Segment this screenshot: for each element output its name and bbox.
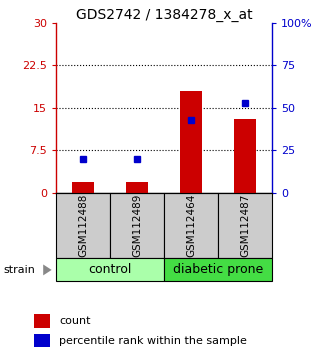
Bar <box>164 193 218 258</box>
Bar <box>180 91 202 193</box>
Text: GSM112464: GSM112464 <box>186 194 196 257</box>
Bar <box>56 258 164 281</box>
Text: GSM112487: GSM112487 <box>240 194 250 257</box>
Text: strain: strain <box>3 265 35 275</box>
Text: count: count <box>60 316 91 326</box>
Bar <box>164 258 272 281</box>
Bar <box>110 193 164 258</box>
Bar <box>34 334 50 347</box>
Text: GSM112488: GSM112488 <box>78 194 88 257</box>
Bar <box>56 193 110 258</box>
Text: percentile rank within the sample: percentile rank within the sample <box>60 336 247 346</box>
Bar <box>126 182 148 193</box>
Bar <box>218 193 272 258</box>
Bar <box>34 314 50 328</box>
Bar <box>72 182 94 193</box>
Text: diabetic prone: diabetic prone <box>173 263 263 276</box>
Polygon shape <box>43 264 52 275</box>
Text: control: control <box>88 263 132 276</box>
Title: GDS2742 / 1384278_x_at: GDS2742 / 1384278_x_at <box>76 8 252 22</box>
Bar <box>234 119 256 193</box>
Text: GSM112489: GSM112489 <box>132 194 142 257</box>
